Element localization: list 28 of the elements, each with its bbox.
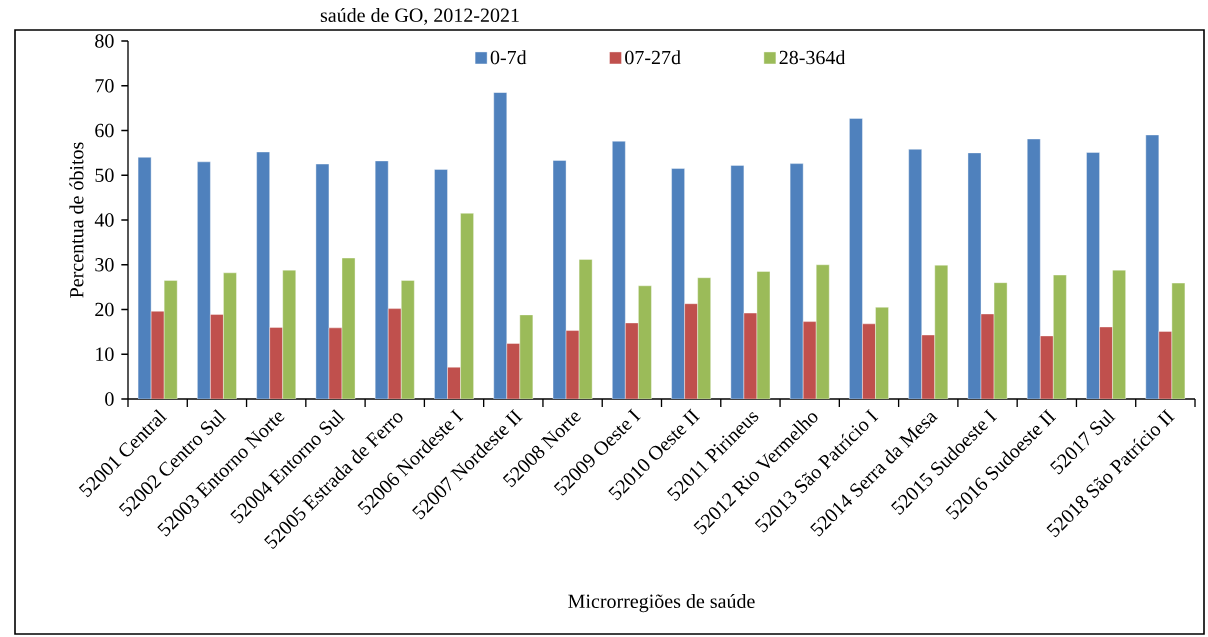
bar [612,141,626,399]
y-tick-label: 0 [105,392,114,406]
y-tick-label: 30 [95,258,114,272]
bar [493,92,507,399]
bar [256,151,270,399]
bar [908,149,922,399]
y-tick-label: 70 [95,79,114,93]
legend-label: 28-364d [779,50,846,65]
y-tick-label: 50 [95,168,114,182]
legend-label: 0-7d [490,50,527,65]
x-axis-title: Microrregiões de saúde [568,593,755,613]
bar [434,169,448,399]
chart-title: saúde de GO, 2012-2021 [320,7,519,25]
y-tick-label: 40 [94,213,114,227]
bar [849,118,863,399]
y-tick-label: 60 [95,123,114,138]
y-axis-title: Percentua de óbitos [69,142,84,298]
bar [671,168,685,399]
y-tick-label: 80 [95,34,114,48]
bar [789,163,804,399]
bar [374,160,389,399]
y-tick-label: 20 [95,302,114,317]
y-tick-label: 10 [96,347,114,361]
bar [1086,152,1100,399]
legend-label: 07-27d [625,50,681,65]
bar [1145,134,1160,399]
bar [1027,138,1041,399]
bar [197,161,211,399]
